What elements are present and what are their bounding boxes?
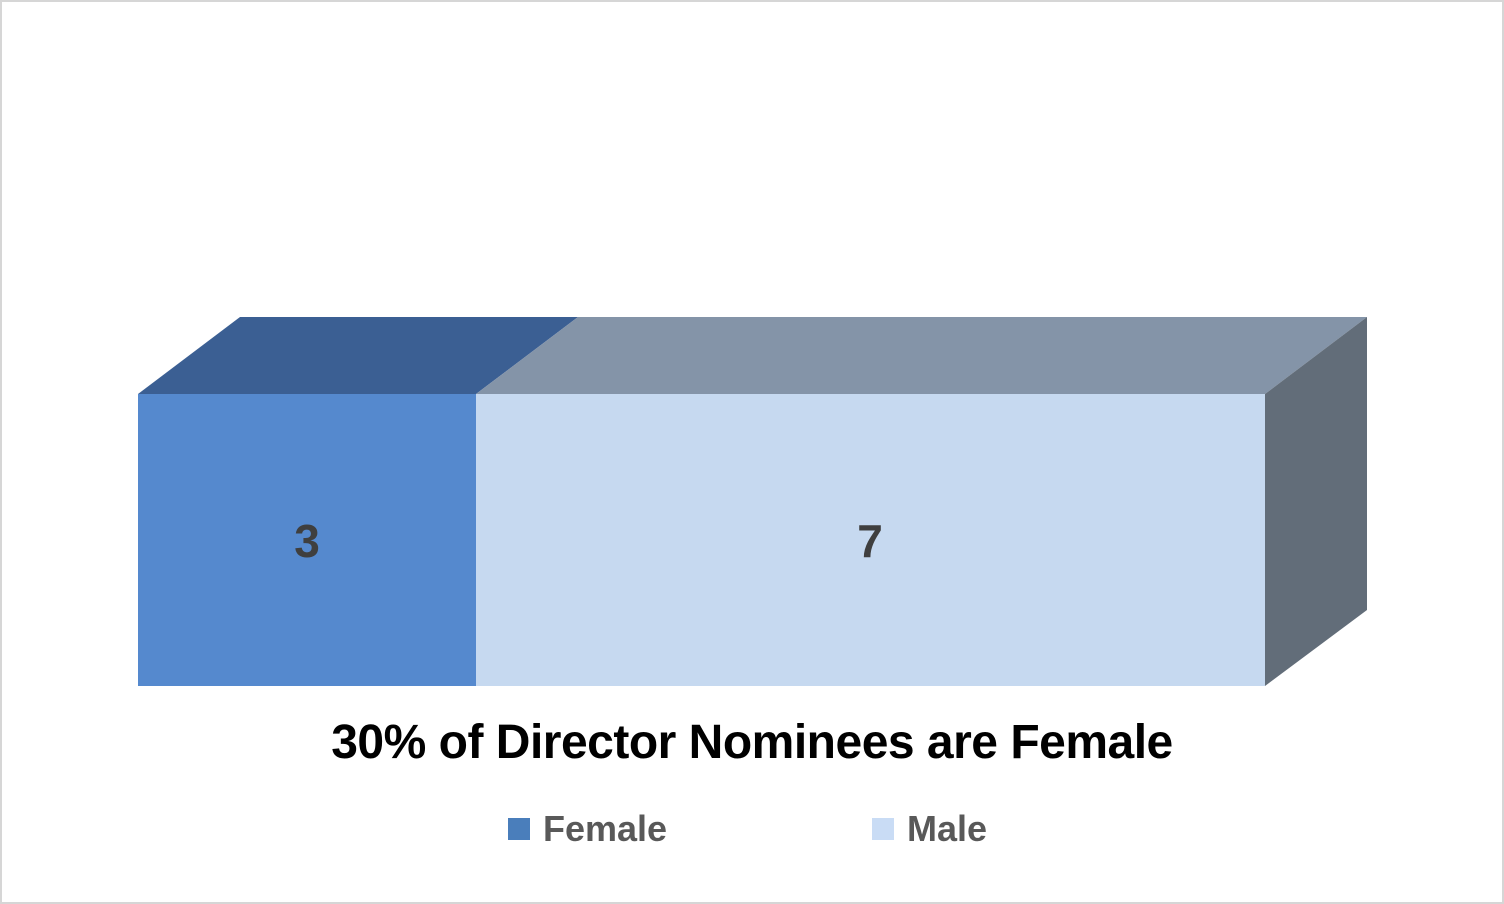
- female-legend-swatch: [508, 818, 530, 840]
- female-value-label: 3: [294, 515, 320, 567]
- male-value-label: 7: [857, 515, 883, 567]
- legend-label-male: Male: [907, 808, 988, 849]
- female-segment-front-face: [138, 394, 476, 686]
- legend-item-female: Female: [508, 808, 668, 849]
- chart-title: 30% of Director Nominees are Female: [331, 716, 1173, 769]
- male-legend-swatch-icon: [872, 818, 894, 840]
- male-legend-swatch: [872, 818, 894, 840]
- male-segment-front-face: [476, 394, 1265, 686]
- female-segment-top-face: [138, 317, 578, 394]
- legend-label-female: Female: [543, 808, 668, 849]
- legend-item-male: Male: [872, 808, 988, 849]
- female-legend-swatch-icon: [508, 818, 530, 840]
- male-segment-top-face: [476, 317, 1367, 394]
- bar-right-side-face: [1265, 317, 1367, 686]
